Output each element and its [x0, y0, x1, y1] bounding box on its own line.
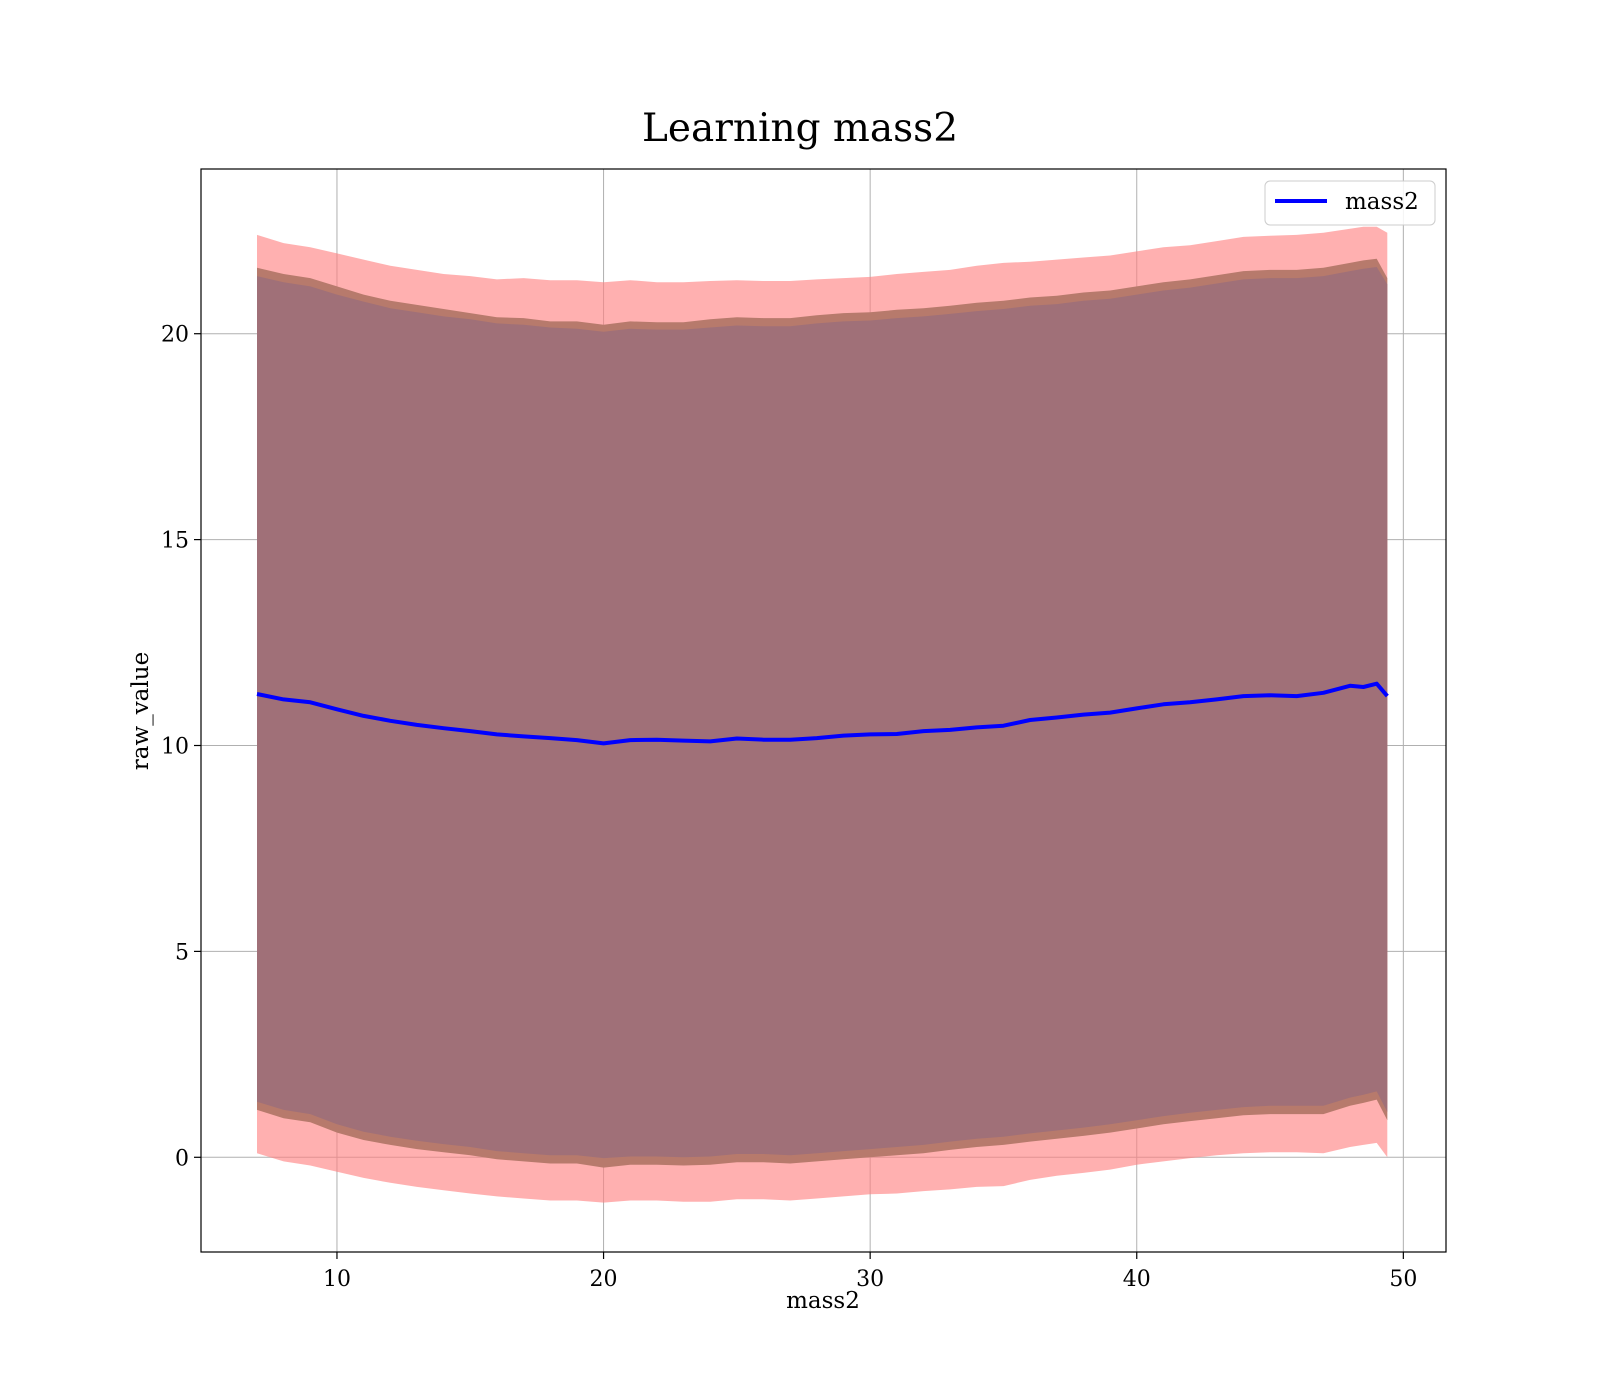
x-tick-label-2: 30: [856, 1267, 884, 1292]
legend: mass2: [1264, 180, 1436, 226]
x-tick-label-3: 40: [1123, 1267, 1151, 1292]
chart-title: Learning mass2: [642, 106, 958, 151]
x-tick-label-0: 10: [323, 1267, 351, 1292]
x-tick-label-1: 20: [590, 1267, 618, 1292]
y-tick-label-2: 10: [161, 735, 189, 760]
y-tick-label-0: 0: [175, 1146, 189, 1171]
y-tick-label-3: 15: [161, 529, 189, 554]
x-axis-label: mass2: [786, 1288, 860, 1314]
y-tick-label-4: 20: [161, 323, 189, 348]
series-lines: [256, 681, 1389, 746]
y-tick-label-1: 5: [175, 940, 189, 965]
x-axis-ticks: 10 20 30 40 50: [323, 1252, 1417, 1292]
confidence-band-2: [257, 267, 1388, 1159]
y-axis-ticks: 0 5 10 15 20: [161, 323, 201, 1171]
legend-box: [1264, 180, 1436, 226]
x-tick-label-4: 50: [1389, 1267, 1417, 1292]
confidence-bands: [257, 226, 1388, 1203]
plot-frame: [200, 168, 1447, 1253]
series-line-0: [256, 681, 1389, 746]
y-axis-label: raw_value: [128, 652, 154, 770]
legend-label: mass2: [1345, 189, 1419, 215]
